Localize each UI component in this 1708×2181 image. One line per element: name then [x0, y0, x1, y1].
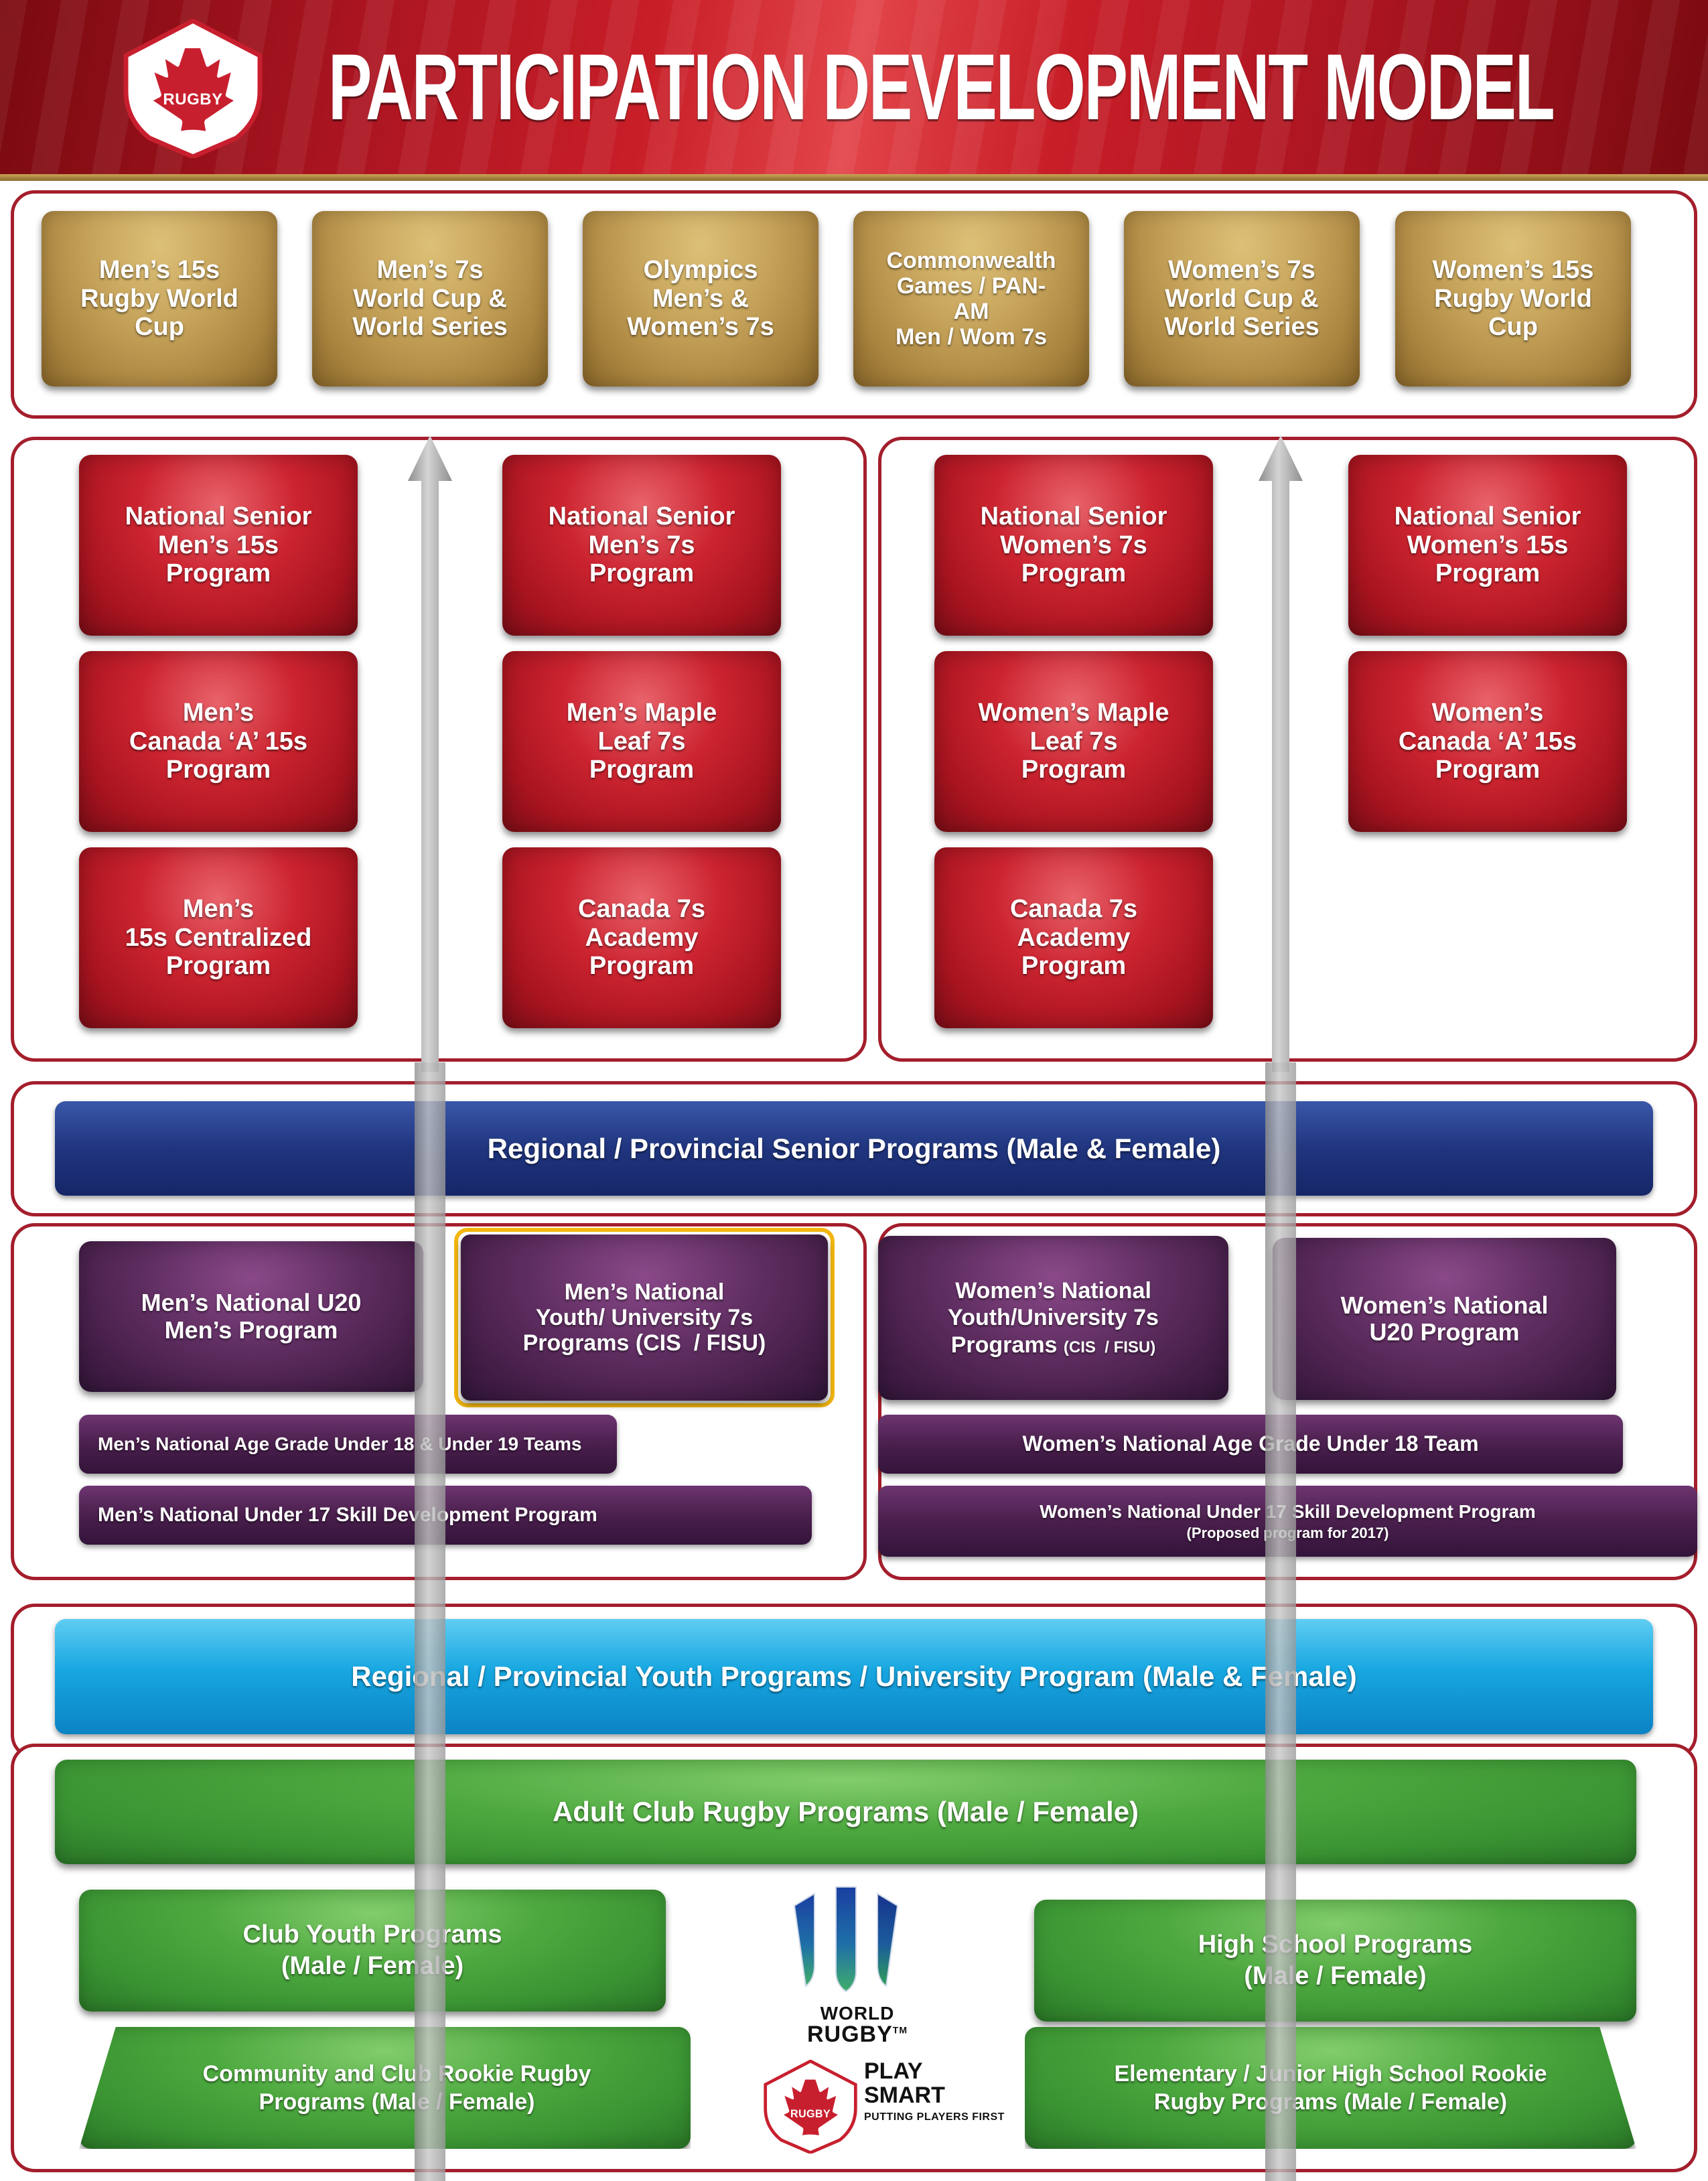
svg-text:RUGBY: RUGBY: [163, 90, 222, 109]
svg-text:RUGBY: RUGBY: [790, 2108, 831, 2120]
